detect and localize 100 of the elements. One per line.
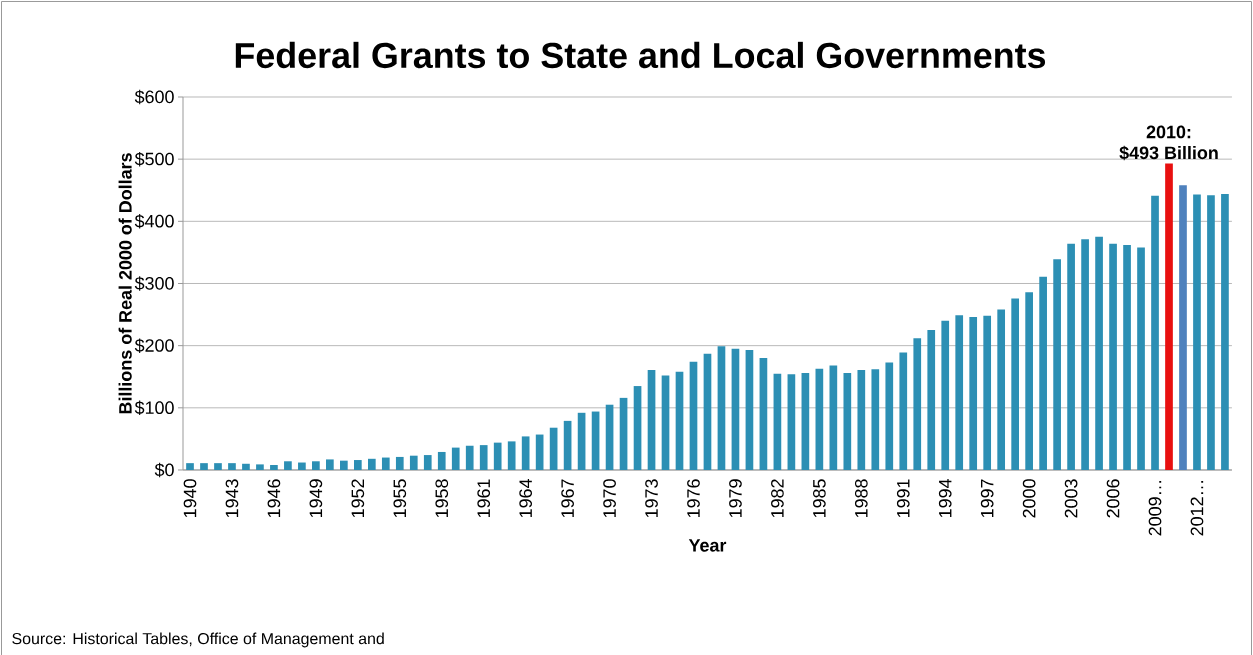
x-tick-label: 1973: [645, 479, 658, 517]
bar: [381, 457, 390, 470]
chart-title: Federal Grants to State and Local Governments: [235, 41, 1046, 68]
x-tick-label: 1970: [603, 478, 616, 517]
bar: [1081, 239, 1089, 470]
bar: [997, 309, 1006, 470]
x-tick-label: 1997: [980, 479, 994, 517]
bar: [857, 369, 866, 470]
x-tick-label: 2003: [1064, 479, 1078, 518]
bar: [284, 461, 292, 470]
bar: [661, 375, 670, 470]
bar: [200, 462, 208, 470]
x-tick-label: 1952: [351, 479, 365, 517]
bar: [647, 369, 656, 470]
y-axis-title: Billions of Real 2000 of Dollars: [118, 152, 132, 414]
y-tick-label: $500: [134, 151, 174, 167]
y-tick-label: $200: [134, 338, 174, 353]
bar: [577, 412, 586, 470]
bar: [745, 349, 754, 470]
bar: [759, 357, 768, 470]
bar: [242, 463, 250, 470]
bar: [1123, 244, 1131, 470]
bar: [605, 404, 614, 470]
bar: [535, 434, 544, 470]
bar: [437, 451, 446, 470]
x-tick-label: 1961: [477, 479, 491, 517]
bar: [591, 411, 600, 470]
bar: [228, 462, 236, 470]
bar: [1025, 291, 1033, 470]
bar: [843, 372, 852, 470]
bar: [885, 362, 894, 470]
bar: [1137, 247, 1145, 470]
bar: [899, 352, 908, 470]
bar: [186, 462, 194, 470]
bar: [521, 436, 530, 470]
bar: [423, 454, 432, 470]
bar: [451, 447, 460, 470]
x-tick-label: 2006: [1106, 479, 1120, 518]
bar: [1053, 259, 1061, 470]
bar: [1011, 298, 1020, 470]
x-tick-label: 2012…: [1190, 480, 1204, 536]
annotation: $493 Billion: [1119, 145, 1218, 161]
bar: [1151, 195, 1159, 470]
bar: [1095, 236, 1103, 470]
bar: [270, 464, 278, 470]
bar: [773, 373, 782, 470]
bar: [507, 441, 516, 470]
bar: [983, 315, 992, 470]
bar: [298, 462, 306, 470]
x-tick-label: 1940: [183, 478, 197, 517]
bar: [256, 464, 264, 470]
x-tick-label: 1976: [687, 479, 700, 517]
bar: [479, 444, 488, 470]
y-tick-label: $0: [154, 462, 174, 478]
bar: [549, 427, 558, 470]
x-tick-label: 2009…: [1148, 480, 1162, 536]
bar: [493, 442, 502, 470]
bar: [1165, 163, 1173, 470]
y-tick-label: $600: [134, 89, 174, 105]
bar: [1193, 194, 1201, 470]
bar: [829, 365, 838, 470]
bar: [731, 348, 740, 470]
x-tick-label: 1949: [309, 479, 323, 517]
bar: [717, 346, 726, 470]
x-tick-label: 1994: [938, 478, 952, 517]
x-tick-label: 1958: [435, 479, 449, 517]
bar: [619, 397, 628, 470]
x-tick-label: 1946: [267, 479, 281, 517]
y-tick-label: $100: [134, 400, 174, 415]
bar: [913, 337, 922, 470]
bar: [465, 445, 474, 470]
x-tick-label: 1985: [813, 479, 826, 517]
bar: [1207, 194, 1215, 470]
bar: [787, 374, 796, 470]
bar: [675, 371, 684, 470]
bar: [1221, 193, 1229, 470]
bar: [689, 361, 698, 470]
bar: [367, 458, 376, 470]
bar: [1067, 243, 1075, 470]
bar: [312, 461, 320, 470]
x-tick-label: 1991: [896, 479, 910, 517]
bar: [871, 369, 880, 470]
x-tick-label: 1982: [771, 479, 784, 517]
x-tick-label: 1955: [393, 479, 407, 517]
bar: [927, 329, 936, 470]
x-tick-label: 2000: [1022, 478, 1036, 518]
x-tick-label: 1964: [519, 478, 532, 517]
y-tick-label: $300: [134, 275, 174, 291]
x-axis-title: Year: [688, 538, 727, 552]
bar: [214, 462, 222, 470]
bar: [353, 459, 362, 470]
bar: [801, 372, 810, 470]
bar: [941, 320, 950, 470]
x-tick-label: 1979: [729, 479, 742, 517]
bar: [1179, 185, 1187, 470]
bar: [340, 460, 348, 470]
bar: [563, 420, 572, 470]
bar: [1109, 243, 1117, 470]
y-tick-label: $400: [134, 213, 174, 229]
bar: [395, 456, 404, 470]
